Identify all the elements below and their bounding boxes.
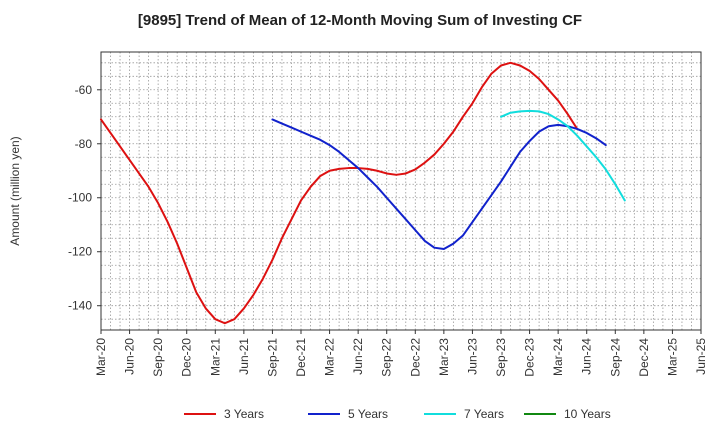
legend-label: 3 Years: [224, 407, 264, 421]
y-tick-label: -60: [75, 83, 93, 97]
x-tick-label: Jun-21: [237, 338, 251, 375]
x-tick-label: Sep-24: [608, 338, 622, 377]
x-tick-label: Dec-21: [294, 338, 308, 377]
x-tick-label: Mar-20: [94, 338, 108, 376]
y-axis-title: Amount (million yen): [8, 136, 22, 245]
x-tick-label: Jun-23: [465, 338, 479, 375]
x-tick-label: Dec-22: [408, 338, 422, 377]
y-tick-label: -100: [68, 191, 92, 205]
x-tick-label: Jun-24: [580, 338, 594, 375]
x-tick-label: Dec-20: [180, 338, 194, 377]
x-tick-label: Jun-22: [351, 338, 365, 375]
series-line-3-years: [100, 61, 579, 325]
x-tick-label: Sep-20: [151, 338, 165, 377]
chart-title: [9895] Trend of Mean of 12-Month Moving …: [137, 12, 583, 29]
x-tick-label: Jun-25: [694, 338, 708, 375]
y-tick-label: -140: [68, 299, 92, 313]
x-tick-label: Jun-20: [123, 338, 137, 375]
legend-label: 5 Years: [348, 407, 388, 421]
x-tick-label: Sep-21: [265, 338, 279, 377]
y-tick-label: -120: [68, 245, 92, 259]
legend-label: 10 Years: [564, 407, 611, 421]
x-tick-label: Mar-24: [551, 338, 565, 376]
x-tick-label: Mar-25: [665, 338, 679, 376]
x-tick-label: Mar-22: [323, 338, 337, 376]
x-tick-label: Dec-24: [637, 338, 651, 377]
y-tick-label: -80: [75, 137, 93, 151]
x-tick-label: Sep-22: [380, 338, 394, 377]
x-tick-label: Sep-23: [494, 338, 508, 377]
x-tick-label: Mar-21: [208, 338, 222, 376]
x-tick-label: Mar-23: [437, 338, 451, 376]
series-line-7-years: [500, 109, 626, 202]
plot-area: [101, 52, 701, 330]
x-tick-label: Dec-23: [523, 338, 537, 377]
legend-label: 7 Years: [464, 407, 504, 421]
plot-border: [100, 51, 702, 331]
series-line-5-years: [271, 118, 607, 251]
